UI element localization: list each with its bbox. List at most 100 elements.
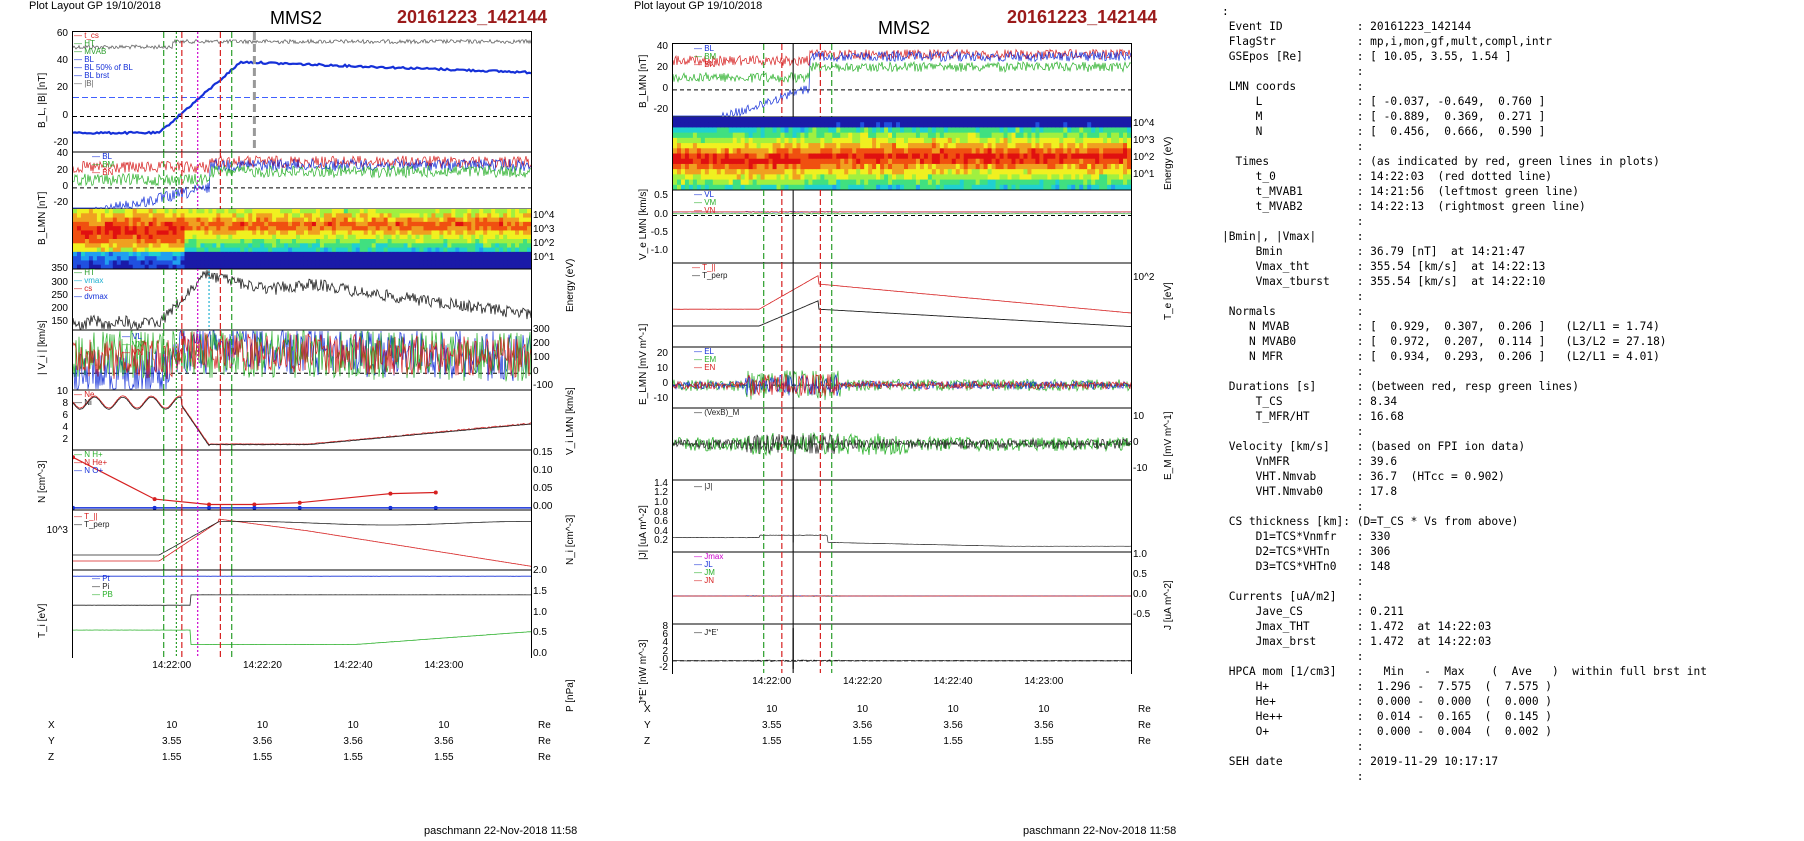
spectrogram-cell — [1011, 174, 1016, 181]
spectrogram-cell — [108, 226, 114, 231]
spectrogram-cell — [951, 179, 957, 186]
spectrogram-cell — [128, 251, 134, 257]
spectrogram-cell — [347, 251, 353, 257]
spectrogram-cell — [515, 247, 520, 253]
spectrogram-cell — [292, 209, 297, 214]
spectrogram-cell — [431, 230, 436, 236]
spectrogram-cell — [1043, 163, 1048, 170]
spectrogram-cell — [692, 122, 698, 128]
spectrogram-cell — [216, 209, 221, 214]
spectrogram-cell — [919, 184, 925, 191]
spectrogram-cell — [248, 239, 253, 244]
spectrogram-cell — [96, 264, 102, 270]
spectrogram-cell — [260, 217, 265, 223]
spectrogram-cell — [776, 179, 782, 186]
spectrogram-cell — [1103, 158, 1108, 165]
left-p6-tick: 10 — [56, 386, 68, 397]
spectrogram-cell — [1015, 163, 1020, 170]
spectrogram-cell — [168, 247, 174, 253]
spectrogram-cell — [523, 251, 528, 257]
n-oplus-point — [297, 505, 302, 510]
spectrogram-cell — [479, 226, 484, 231]
left-p6-legend: — Ne — Ni — [74, 391, 94, 407]
spectrogram-cell — [673, 132, 678, 139]
spectrogram-cell — [911, 184, 917, 191]
spectrogram-cell — [1011, 153, 1016, 160]
spectrogram-cell — [495, 247, 500, 253]
spectrogram-cell — [152, 226, 158, 231]
spectrogram-cell — [435, 221, 440, 227]
spectrogram-cell — [495, 213, 500, 219]
spectrogram-cell — [455, 234, 460, 240]
spectrogram-cell — [744, 174, 750, 181]
spectrogram-cell — [987, 143, 993, 149]
spectrogram-cell — [280, 247, 285, 253]
spectrogram-cell — [176, 243, 182, 249]
spectrogram-cell — [1091, 158, 1096, 165]
spectrogram-cell — [359, 221, 365, 227]
info-line: O+ : 0.000 - 0.004 ( 0.002 ) — [1222, 725, 1553, 738]
spectrogram-cell — [379, 264, 385, 270]
spectrogram-cell — [983, 158, 989, 165]
spectrogram-cell — [73, 221, 78, 227]
spectrogram-cell — [900, 117, 905, 123]
spectrogram-cell — [343, 226, 349, 231]
spectrogram-cell — [455, 243, 460, 249]
spectrogram-cell — [292, 256, 297, 261]
spectrogram-cell — [780, 117, 786, 123]
spectrogram-cell — [459, 234, 464, 240]
left-p9-ylabel: P [nPa] — [565, 679, 576, 712]
spectrogram-cell — [1043, 169, 1048, 175]
spectrogram-cell — [73, 234, 78, 240]
spectrogram-cell — [1023, 158, 1028, 165]
spectrogram-cell — [164, 264, 170, 270]
spectrogram-cell — [684, 179, 690, 186]
spectrogram-cell — [248, 226, 253, 231]
legend-entry: — |J| — [694, 482, 713, 491]
spectrogram-cell — [519, 230, 524, 236]
spectrogram-cell — [692, 169, 698, 175]
spectrogram-cell — [792, 143, 797, 149]
spectrogram-cell — [367, 239, 373, 244]
spectrogram-cell — [471, 251, 476, 257]
spectrogram-cell — [228, 239, 233, 244]
spectrogram-cell — [1015, 127, 1020, 134]
spectrogram-cell — [463, 217, 468, 223]
spectrogram-cell — [935, 132, 941, 139]
position-value: 3.56 — [343, 736, 363, 747]
spectrogram-cell — [471, 247, 476, 253]
spectrogram-cell — [467, 256, 472, 261]
spectrogram-cell — [252, 209, 257, 214]
info-line: He+ : 0.000 - 0.000 ( 0.000 ) — [1222, 695, 1553, 708]
right-p7-tick: 1.2 — [654, 487, 668, 499]
spectrogram-cell — [296, 209, 301, 214]
spectrogram-cell — [848, 132, 853, 139]
spectrogram-cell — [351, 239, 357, 244]
right-p5-tick: 0 — [662, 378, 668, 390]
spectrogram-cell — [343, 243, 349, 249]
spectrogram-cell — [288, 209, 293, 214]
left-time-tick: 14:22:40 — [333, 660, 373, 671]
spectrogram-cell — [164, 260, 170, 266]
spectrogram-cell — [228, 260, 233, 266]
spectrogram-cell — [220, 230, 225, 236]
spectrogram-cell — [967, 122, 973, 128]
spectrogram-cell — [872, 122, 877, 128]
spectrogram-cell — [1123, 179, 1128, 186]
spectrogram-cell — [692, 132, 698, 139]
spectrogram-cell — [300, 209, 305, 214]
spectrogram-cell — [212, 213, 217, 219]
spectrogram-cell — [832, 148, 837, 154]
spectrogram-cell — [136, 230, 142, 236]
spectrogram-cell — [680, 117, 686, 123]
spectrogram-cell — [1051, 184, 1056, 191]
spectrogram-cell — [939, 169, 945, 175]
info-line: Jmax_THT : 1.472 at 14:22:03 — [1222, 620, 1492, 633]
spectrogram-cell — [343, 239, 349, 244]
right-p6-ylabel: E_M [mV m^-1] — [1163, 411, 1174, 480]
spectrogram-cell — [443, 243, 448, 249]
spectrogram-cell — [475, 221, 480, 227]
spectrogram-cell — [1059, 148, 1064, 154]
spectrogram-cell — [947, 122, 953, 128]
series-te-par — [673, 275, 1131, 314]
